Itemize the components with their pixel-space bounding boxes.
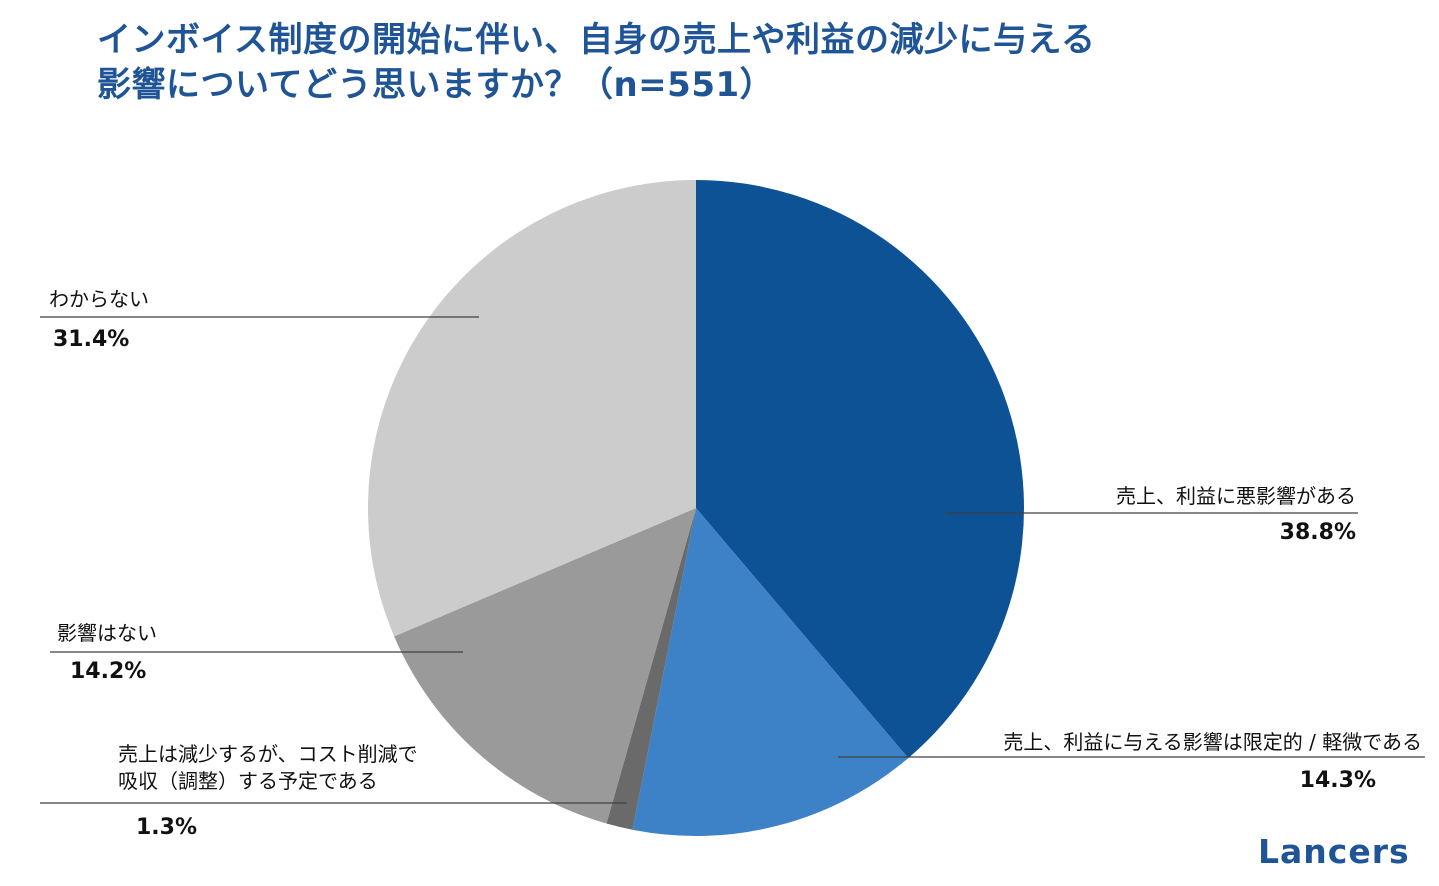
slice-value-label: 38.8% xyxy=(1280,520,1356,545)
lancers-logo: Lancers xyxy=(1258,832,1410,871)
slice-label: 売上、利益に与える影響は限定的 / 軽微である xyxy=(1003,730,1422,754)
slice-label: 吸収（調整）する予定である xyxy=(118,769,378,793)
chart-title: インボイス制度の開始に伴い、自身の売上や利益の減少に与える 影響についてどう思い… xyxy=(97,18,1397,108)
pie-slice xyxy=(632,508,909,837)
slice-value-label: 31.4% xyxy=(53,327,129,352)
pie-slice xyxy=(696,180,1024,759)
slice-label: わからない xyxy=(49,287,149,311)
slice-value-label: 14.2% xyxy=(70,659,146,684)
pie-slice xyxy=(606,508,696,830)
pie-slice xyxy=(394,508,696,824)
slice-labels: 売上、利益に悪影響がある 38.8% 売上、利益に与える影響は限定的 / 軽微である… xyxy=(49,287,1422,840)
leader-lines xyxy=(40,316,1425,804)
chart-title-line1: インボイス制度の開始に伴い、自身の売上や利益の減少に与える xyxy=(97,20,1096,60)
slice-label: 売上、利益に悪影響がある xyxy=(1116,484,1356,508)
chart-title-line2: 影響についてどう思いますか？（n=551） xyxy=(97,65,775,105)
slice-value-label: 1.3% xyxy=(136,815,197,840)
slice-label: 売上は減少するが、コスト削減で xyxy=(118,742,418,766)
pie-slice xyxy=(367,180,696,637)
slice-label: 影響はない xyxy=(57,621,157,645)
slice-value-label: 14.3% xyxy=(1300,768,1376,793)
pie-slices xyxy=(367,180,1024,837)
